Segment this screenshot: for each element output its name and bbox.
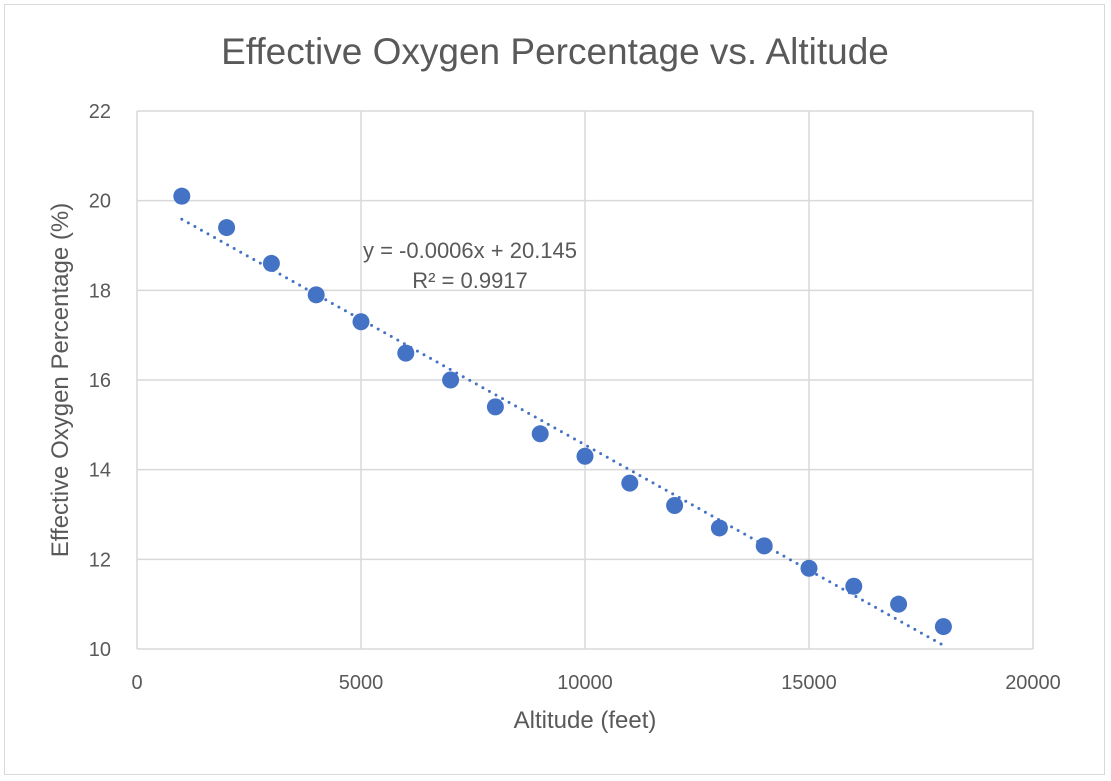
trendline: [180, 217, 945, 647]
data-point: [486, 398, 504, 416]
data-point: [800, 559, 818, 577]
data-point: [262, 254, 280, 272]
x-axis-label: Altitude (feet): [514, 707, 657, 734]
trendline-r-squared: R² = 0.9917: [412, 268, 528, 293]
chart-title: Effective Oxygen Percentage vs. Altitude: [221, 31, 889, 72]
x-tick-label: 20000: [1005, 672, 1061, 694]
data-point: [710, 519, 728, 537]
data-point: [442, 371, 460, 389]
x-tick-label: 10000: [557, 672, 613, 694]
data-point: [531, 425, 549, 443]
data-point: [890, 595, 908, 613]
y-tick-label: 12: [89, 549, 111, 571]
y-tick-label: 14: [89, 460, 111, 482]
trendline-equation: y = -0.0006x + 20.145: [363, 238, 577, 263]
chart-frame: [4, 4, 1105, 775]
data-point: [934, 618, 952, 636]
y-tick-label: 16: [89, 370, 111, 392]
x-tick-label: 15000: [781, 672, 837, 694]
data-point: [218, 219, 236, 237]
x-tick-label: 0: [131, 672, 142, 694]
data-point: [352, 313, 370, 331]
y-tick-label: 10: [89, 639, 111, 661]
y-tick-label: 20: [89, 191, 111, 213]
data-point: [576, 447, 594, 465]
data-point: [307, 286, 325, 304]
y-axis-label: Effective Oxygen Percentage (%): [47, 203, 74, 557]
data-point: [173, 187, 191, 205]
y-tick-label: 18: [89, 280, 111, 302]
data-point: [845, 577, 863, 595]
data-point: [397, 344, 415, 362]
data-point: [621, 474, 639, 492]
data-point: [755, 537, 773, 555]
data-point: [666, 497, 684, 515]
y-tick-label: 22: [89, 101, 111, 123]
x-tick-label: 5000: [339, 672, 384, 694]
